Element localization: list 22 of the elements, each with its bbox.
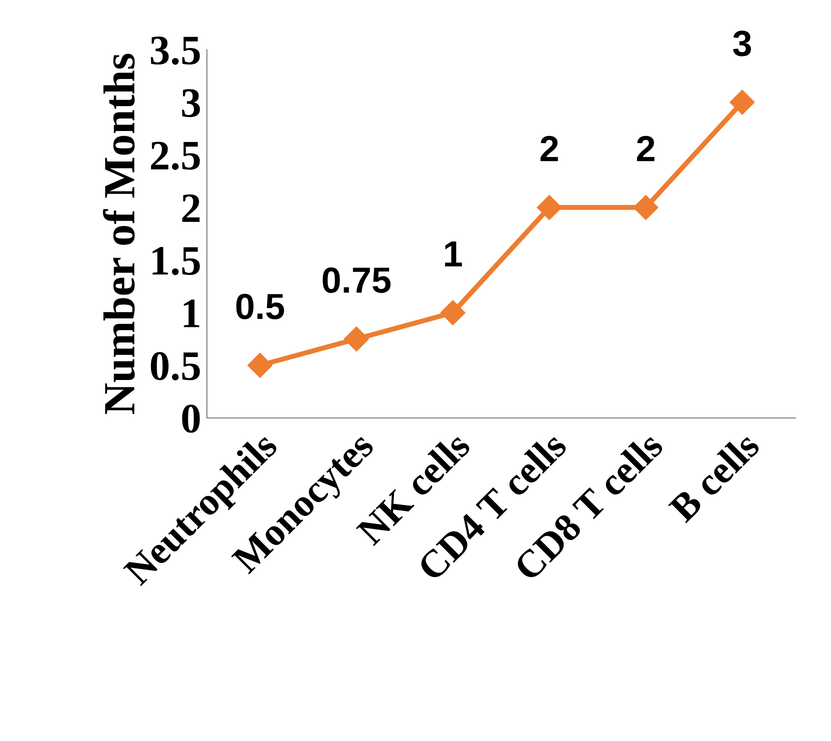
y-tick-label: 1.5 (152, 247, 200, 276)
y-tick-label: 3.5 (150, 36, 200, 65)
point (440, 300, 466, 326)
y-tick-label: 3 (182, 89, 200, 118)
point (247, 352, 272, 378)
y-tick-label: 0.5 (150, 352, 200, 380)
y-tick-label: 1 (184, 300, 200, 328)
data-label: 3 (733, 30, 751, 56)
point (536, 195, 562, 220)
y-tick-label: 2 (182, 194, 200, 222)
y-axis-title: Number of Months (102, 54, 135, 414)
point (344, 326, 369, 352)
data-label: 2 (540, 136, 558, 162)
data-label: 2 (636, 136, 654, 162)
y-tick-label: 2.5 (151, 142, 200, 170)
data-label: 0.5 (236, 294, 284, 320)
x-tick-label: B cells (667, 430, 761, 524)
point (633, 195, 658, 220)
data-label: 1 (445, 241, 462, 266)
point (730, 90, 755, 115)
y-tick-label: 0 (182, 404, 200, 433)
data-label: 0.75 (322, 267, 391, 293)
